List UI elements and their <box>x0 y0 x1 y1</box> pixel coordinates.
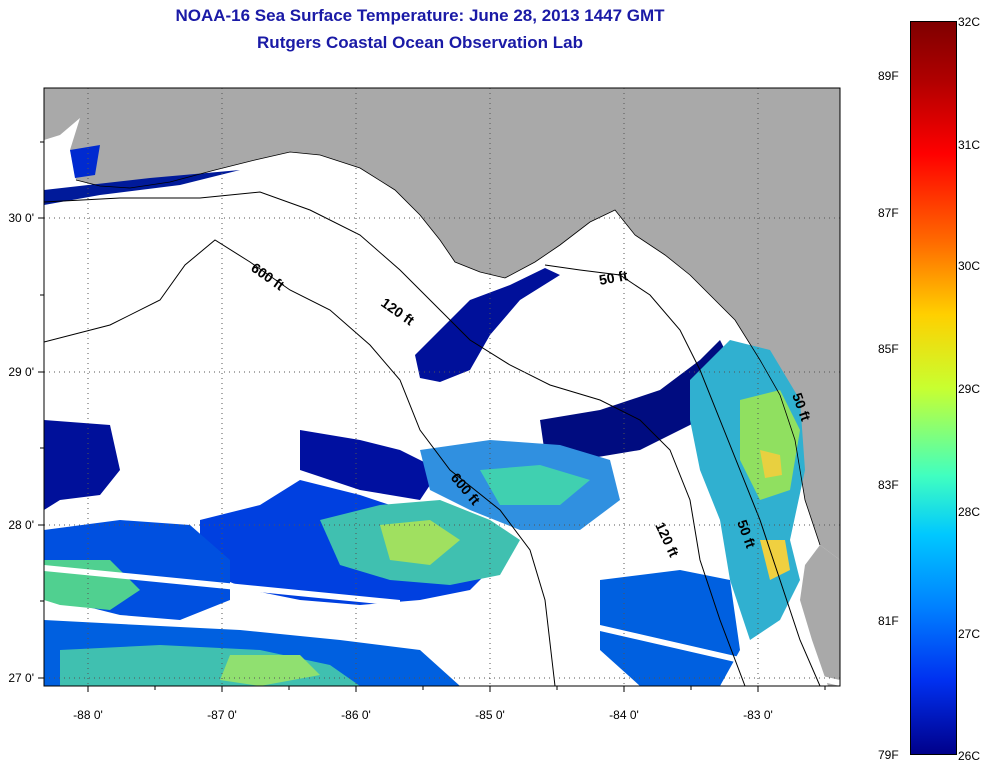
y-tick-label: 30 0' <box>8 211 34 225</box>
peninsula <box>800 545 840 686</box>
colorbar-f-label: 83F <box>878 478 899 492</box>
contour-label: 50 ft <box>598 267 629 288</box>
x-tick-label: -85 0' <box>475 708 505 722</box>
y-tick-label: 27 0' <box>8 671 34 685</box>
x-tick-label: -84 0' <box>609 708 639 722</box>
y-tick-label: 29 0' <box>8 365 34 379</box>
land-mass <box>44 88 840 560</box>
colorbar-c-label: 31C <box>958 138 981 152</box>
coastline <box>75 151 821 546</box>
colorbar-f-label: 87F <box>878 206 899 220</box>
x-tick-label: -86 0' <box>341 708 371 722</box>
x-tick-label: -83 0' <box>743 708 773 722</box>
colorbar-f-label: 85F <box>878 342 899 356</box>
colorbar-f-label: 79F <box>878 748 899 762</box>
colorbar-c-label: 27C <box>958 627 981 641</box>
map-title: NOAA-16 Sea Surface Temperature: June 28… <box>175 6 665 25</box>
x-tick-label: -87 0' <box>207 708 237 722</box>
contour-120ft <box>44 191 746 686</box>
contour-50ft <box>544 264 821 686</box>
sst-data-layer <box>44 145 840 686</box>
contour-600ft <box>44 239 556 686</box>
temperature-colorbar <box>910 21 957 755</box>
colorbar-f-label: 81F <box>878 614 899 628</box>
tick-marks <box>38 141 826 692</box>
colorbar-c-label: 28C <box>958 505 981 519</box>
y-tick-label: 28 0' <box>8 518 34 532</box>
colorbar-c-label: 32C <box>958 15 981 29</box>
colorbar-f-label: 89F <box>878 69 899 83</box>
map-subtitle: Rutgers Coastal Ocean Observation Lab <box>257 33 583 52</box>
plot-frame <box>43 87 841 687</box>
x-tick-label: -88 0' <box>73 708 103 722</box>
colorbar-c-label: 26C <box>958 749 981 763</box>
colorbar-c-label: 30C <box>958 259 981 273</box>
colorbar-c-label: 29C <box>958 382 981 396</box>
